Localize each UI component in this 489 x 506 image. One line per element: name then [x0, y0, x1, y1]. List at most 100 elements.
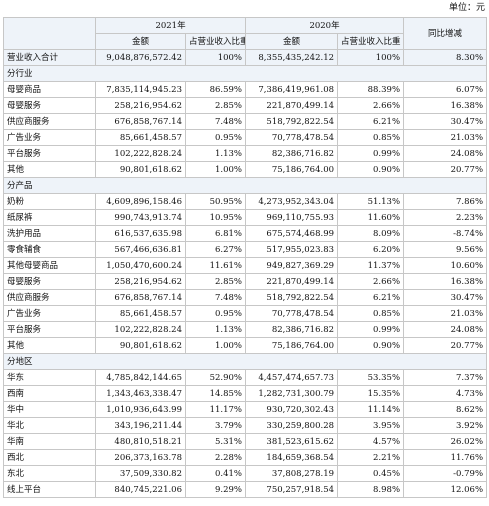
- cell-ratio-2021: 2.85%: [184, 273, 247, 290]
- cell-yoy: 7.86%: [403, 193, 488, 210]
- cell-amount-2020: 381,523,615.62: [245, 433, 339, 450]
- section-header-row: 分地区: [2, 353, 488, 370]
- cell-yoy: 26.02%: [403, 433, 488, 450]
- row-label: 供应商服务: [3, 289, 96, 306]
- cell-amount-2020: 221,870,499.14: [245, 273, 339, 290]
- cell-ratio-2020: 0.99%: [337, 145, 405, 162]
- total-amount-2021: 9,048,876,572.42: [95, 49, 186, 66]
- cell-amount-2020: 330,259,800.28: [245, 417, 339, 434]
- cell-amount-2020: 82,386,716.82: [245, 321, 339, 338]
- cell-yoy: 24.08%: [403, 145, 488, 162]
- header-ratio-2020: 占营业收入比重: [337, 33, 405, 50]
- cell-amount-2021: 4,609,896,158.46: [95, 193, 186, 210]
- row-label: 母婴服务: [3, 97, 96, 114]
- row-label: 其他: [3, 161, 96, 178]
- total-label: 营业收入合计: [3, 49, 96, 66]
- cell-ratio-2020: 11.14%: [337, 401, 405, 418]
- cell-ratio-2021: 0.95%: [184, 129, 247, 146]
- cell-ratio-2021: 2.85%: [184, 97, 247, 114]
- cell-ratio-2021: 1.13%: [184, 145, 247, 162]
- table-row: 其他 90,801,618.62 1.00% 75,186,764.00 0.90% 20…: [3, 161, 488, 178]
- cell-amount-2021: 206,373,163.78: [95, 449, 186, 466]
- row-label: 平台服务: [3, 145, 96, 162]
- cell-yoy: 7.37%: [403, 369, 488, 386]
- row-label: 供应商服务: [3, 113, 96, 130]
- cell-amount-2021: 85,661,458.57: [95, 305, 186, 322]
- cell-yoy: 30.47%: [403, 113, 488, 130]
- cell-yoy: -8.74%: [403, 225, 488, 242]
- row-label: 华南: [3, 433, 96, 450]
- cell-amount-2020: 750,257,918.54: [245, 481, 339, 498]
- table-row: 线上平台 840,745,221.06 9.29% 750,257,918.54 8.9…: [3, 481, 488, 498]
- cell-ratio-2021: 0.95%: [184, 305, 247, 322]
- cell-ratio-2020: 11.37%: [337, 257, 405, 274]
- cell-amount-2020: 969,110,755.93: [245, 209, 339, 226]
- cell-ratio-2021: 9.29%: [184, 481, 247, 498]
- row-label: 洗护用品: [3, 225, 96, 242]
- cell-yoy: 16.38%: [403, 97, 488, 114]
- cell-ratio-2020: 0.85%: [337, 305, 405, 322]
- row-label: 纸尿裤: [3, 209, 96, 226]
- table-row: 西南 1,343,463,338.47 14.85% 1,282,731,300.79…: [3, 385, 488, 402]
- table-row: 西北 206,373,163.78 2.28% 184,659,368.54 2.21%…: [3, 449, 488, 466]
- cell-ratio-2021: 86.59%: [184, 81, 247, 98]
- header-row-years: 2021年 2020年 同比增减: [3, 17, 488, 50]
- table-row: 零食辅食 567,466,636.81 6.27% 517,955,023.83 6.2…: [3, 241, 488, 258]
- table-row: 其他母婴商品 1,050,470,600.24 11.61% 949,827,369.…: [3, 257, 488, 274]
- cell-ratio-2021: 14.85%: [184, 385, 247, 402]
- cell-amount-2020: 7,386,419,961.08: [245, 81, 339, 98]
- cell-ratio-2020: 11.60%: [337, 209, 405, 226]
- cell-ratio-2021: 1.00%: [184, 161, 247, 178]
- cell-yoy: 20.77%: [403, 161, 488, 178]
- cell-ratio-2020: 6.21%: [337, 289, 405, 306]
- cell-ratio-2021: 1.00%: [184, 337, 247, 354]
- row-label: 广告业务: [3, 129, 96, 146]
- cell-amount-2020: 517,955,023.83: [245, 241, 339, 258]
- section-title: 分行业: [2, 65, 488, 82]
- cell-ratio-2020: 0.90%: [337, 337, 405, 354]
- cell-amount-2020: 4,457,474,657.73: [245, 369, 339, 386]
- table-row: 供应商服务 676,858,767.14 7.48% 518,792,822.54 6.…: [3, 289, 488, 306]
- cell-ratio-2021: 11.17%: [184, 401, 247, 418]
- section-title: 分地区: [2, 353, 488, 370]
- cell-ratio-2020: 88.39%: [337, 81, 405, 98]
- cell-amount-2021: 90,801,618.62: [95, 161, 186, 178]
- cell-ratio-2020: 51.13%: [337, 193, 405, 210]
- cell-amount-2021: 676,858,767.14: [95, 113, 186, 130]
- cell-ratio-2020: 53.35%: [337, 369, 405, 386]
- cell-ratio-2020: 2.66%: [337, 273, 405, 290]
- row-label: 华北: [3, 417, 96, 434]
- cell-amount-2021: 1,050,470,600.24: [95, 257, 186, 274]
- table-row: 东北 37,509,330.82 0.41% 37,808,278.19 0.45% -0…: [3, 465, 488, 482]
- table-row: 母婴商品 7,835,114,945.23 86.59% 7,386,419,961.…: [3, 81, 488, 98]
- cell-ratio-2020: 2.66%: [337, 97, 405, 114]
- cell-ratio-2020: 0.90%: [337, 161, 405, 178]
- row-label: 零食辅食: [3, 241, 96, 258]
- table-row: 华中 1,010,936,643.99 11.17% 930,720,302.43 11…: [3, 401, 488, 418]
- cell-amount-2020: 949,827,369.29: [245, 257, 339, 274]
- revenue-table: 2021年 2020年 同比增减 金额 占营业收入比重 金额 占营业收入比重 营…: [2, 17, 488, 498]
- row-label: 母婴服务: [3, 273, 96, 290]
- table-row: 华北 343,196,211.44 3.79% 330,259,800.28 3.95%…: [3, 417, 488, 434]
- cell-ratio-2021: 1.13%: [184, 321, 247, 338]
- cell-ratio-2020: 8.98%: [337, 481, 405, 498]
- cell-amount-2021: 102,222,828.24: [95, 321, 186, 338]
- section-title: 分产品: [2, 177, 488, 194]
- total-ratio-2020: 100%: [337, 49, 405, 66]
- cell-ratio-2020: 0.85%: [337, 129, 405, 146]
- cell-amount-2021: 258,216,954.62: [95, 273, 186, 290]
- total-yoy: 8.30%: [403, 49, 488, 66]
- cell-yoy: 30.47%: [403, 289, 488, 306]
- cell-amount-2021: 102,222,828.24: [95, 145, 186, 162]
- cell-amount-2020: 1,282,731,300.79: [245, 385, 339, 402]
- cell-ratio-2021: 7.48%: [184, 289, 247, 306]
- header-year-2021: 2021年: [94, 17, 247, 34]
- cell-yoy: -0.79%: [403, 465, 488, 482]
- header-ratio-2021: 占营业收入比重: [184, 33, 247, 50]
- cell-amount-2021: 616,537,635.98: [95, 225, 186, 242]
- table-row: 洗护用品 616,537,635.98 6.81% 675,574,468.99 8.0…: [3, 225, 488, 242]
- row-label: 华东: [3, 369, 96, 386]
- cell-amount-2021: 1,343,463,338.47: [95, 385, 186, 402]
- row-label: 线上平台: [3, 481, 96, 498]
- cell-yoy: 11.76%: [403, 449, 488, 466]
